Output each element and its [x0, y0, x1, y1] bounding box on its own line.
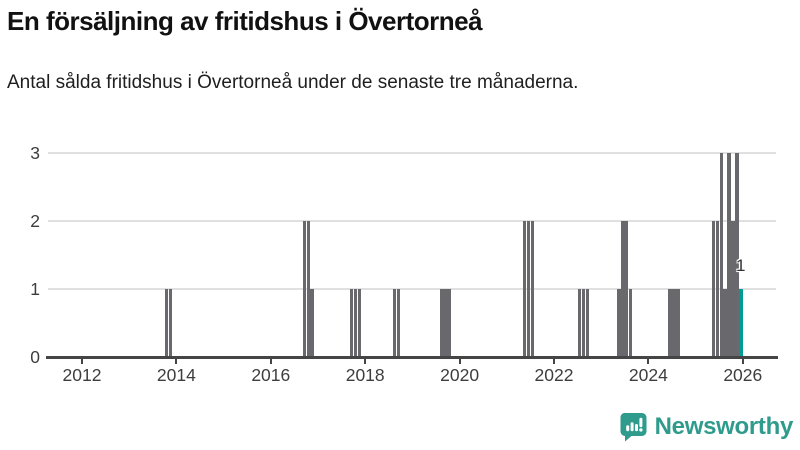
x-tick-label-2016: 2016	[251, 365, 291, 385]
x-tick-2020	[458, 358, 461, 364]
chart-subtitle: Antal sålda fritidshus i Övertorneå unde…	[7, 72, 579, 93]
bar-chart-speech-bubble-icon	[620, 412, 648, 442]
x-tick-2016	[269, 358, 272, 364]
bar-2017-09	[349, 289, 354, 357]
bar-2023-06	[621, 221, 625, 357]
bar-2018-08	[393, 289, 397, 357]
bar-2022-09	[585, 289, 590, 357]
page-title: En försäljning av fritidshus i Övertorne…	[7, 6, 483, 36]
bar-2018-09	[397, 289, 401, 357]
bar-2025-05	[711, 221, 715, 357]
y-tick-label-3: 3	[30, 143, 40, 163]
bar-2025-11	[735, 153, 739, 357]
x-tick-label-2014: 2014	[156, 365, 196, 385]
y-tick-label-2: 2	[30, 211, 40, 231]
bar-2017-11	[357, 289, 361, 357]
bar-2016-10	[306, 221, 310, 357]
bar-2021-06	[526, 221, 531, 357]
x-tick-2012	[81, 358, 83, 364]
x-axis-line	[46, 356, 778, 359]
bar-2023-07	[625, 221, 629, 357]
gridline-1	[48, 288, 776, 290]
bar-2025-12	[739, 289, 743, 357]
newsworthy-wordmark: Newsworthy	[654, 413, 794, 440]
x-tick-2014	[175, 358, 178, 364]
x-tick-label-2020: 2020	[440, 365, 480, 385]
bar-2022-07	[577, 289, 582, 357]
gridline-3	[48, 152, 776, 154]
x-tick-label-2026: 2026	[723, 365, 763, 385]
bar-2019-10	[448, 289, 452, 357]
x-tick-label-2012: 2012	[62, 365, 102, 385]
bar-2016-09	[302, 221, 306, 357]
bar-2023-05	[617, 289, 621, 357]
bar-2024-07	[672, 289, 676, 357]
bar-2024-08	[676, 289, 680, 357]
bar-2019-08	[440, 289, 444, 357]
bar-2025-06	[715, 221, 719, 357]
y-tick-label-0: 0	[30, 347, 40, 367]
value-label: 1	[736, 256, 746, 275]
y-tick-label-1: 1	[30, 279, 40, 299]
bar-2025-07	[719, 153, 723, 357]
bar-2022-08	[581, 289, 586, 357]
bar-2025-08	[723, 289, 727, 357]
newsworthy-logo: Newsworthy	[620, 412, 793, 442]
bar-2013-10	[164, 289, 169, 357]
bar-2019-09	[444, 289, 448, 357]
x-tick-label-2018: 2018	[345, 365, 385, 385]
gridline-2	[48, 220, 776, 222]
x-tick-2024	[647, 358, 650, 364]
bar-2024-06	[668, 289, 672, 357]
x-tick-label-2024: 2024	[628, 365, 668, 385]
x-tick-label-2022: 2022	[534, 365, 574, 385]
x-tick-2022	[553, 358, 555, 364]
bar-2021-07	[530, 221, 535, 357]
bar-2016-11	[310, 289, 314, 357]
bar-2013-11	[168, 289, 173, 357]
bar-2023-08	[629, 289, 633, 357]
x-tick-2026	[741, 358, 744, 364]
bar-2021-05	[522, 221, 527, 357]
bar-2025-09	[727, 153, 731, 357]
bar-2017-10	[353, 289, 358, 357]
x-tick-2018	[364, 358, 367, 364]
bar-2025-10	[731, 221, 735, 357]
